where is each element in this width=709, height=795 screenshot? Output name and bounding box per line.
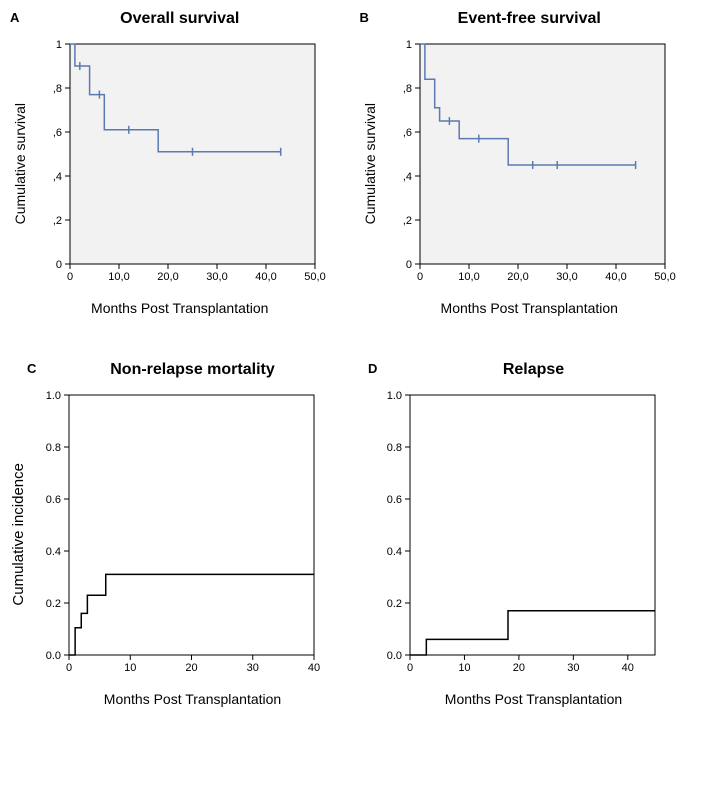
- panel-b-ylabel: Cumulative survival: [360, 103, 378, 224]
- panel-b-label: B: [360, 10, 369, 25]
- svg-text:0: 0: [405, 259, 411, 271]
- bottom-row: Cumulative incidence C Non-relapse morta…: [10, 361, 699, 707]
- svg-text:0.4: 0.4: [46, 546, 61, 558]
- svg-text:0.6: 0.6: [387, 494, 402, 506]
- panel-c-title: Non-relapse mortality: [27, 361, 358, 379]
- svg-text:0.0: 0.0: [46, 650, 61, 662]
- svg-text:30: 30: [567, 662, 579, 674]
- panel-a-title: Overall survival: [10, 10, 350, 28]
- svg-text:1: 1: [56, 39, 62, 51]
- panel-a-chart: 0 10,0 20,0 30,0 40,0 50,0 0 ,2 ,4 ,6 ,8 1: [28, 34, 328, 294]
- svg-text:,2: ,2: [402, 215, 411, 227]
- svg-text:,2: ,2: [53, 215, 62, 227]
- svg-text:20,0: 20,0: [157, 271, 178, 283]
- panel-d-xlabel: Months Post Transplantation: [368, 691, 699, 707]
- svg-text:10,0: 10,0: [458, 271, 479, 283]
- svg-text:40,0: 40,0: [255, 271, 276, 283]
- svg-text:30,0: 30,0: [206, 271, 227, 283]
- svg-text:0.2: 0.2: [387, 598, 402, 610]
- panel-a-ylabel: Cumulative survival: [10, 103, 28, 224]
- svg-text:0.8: 0.8: [46, 442, 61, 454]
- panel-d: D Relapse 0 10 20 30 40 0.0 0.2 0.4 0.6 0.8 1.0 Mo…: [368, 361, 699, 707]
- panel-a-xlabel: Months Post Transplantation: [10, 300, 350, 316]
- svg-text:,4: ,4: [53, 171, 62, 183]
- svg-text:0.2: 0.2: [46, 598, 61, 610]
- svg-text:0: 0: [66, 662, 72, 674]
- panel-d-chart: 0 10 20 30 40 0.0 0.2 0.4 0.6 0.8 1.0: [368, 385, 668, 685]
- shared-ylabel: Cumulative incidence: [10, 463, 27, 606]
- panel-c: C Non-relapse mortality 0102030400.00.20…: [27, 361, 358, 707]
- svg-text:20,0: 20,0: [507, 271, 528, 283]
- svg-text:,8: ,8: [53, 83, 62, 95]
- svg-text:10,0: 10,0: [108, 271, 129, 283]
- svg-text:,6: ,6: [53, 127, 62, 139]
- svg-text:,4: ,4: [402, 171, 411, 183]
- svg-text:0: 0: [67, 271, 73, 283]
- panel-b-title: Event-free survival: [360, 10, 700, 28]
- panel-a-label: A: [10, 10, 19, 25]
- svg-text:40,0: 40,0: [605, 271, 626, 283]
- svg-text:10: 10: [124, 662, 136, 674]
- svg-text:40: 40: [308, 662, 320, 674]
- panel-c-label: C: [27, 361, 36, 376]
- svg-text:0.6: 0.6: [46, 494, 61, 506]
- svg-text:1.0: 1.0: [46, 390, 61, 402]
- svg-text:0.4: 0.4: [387, 546, 402, 558]
- panel-a: A Overall survival Cumulative survival 0…: [10, 10, 350, 316]
- svg-text:30: 30: [247, 662, 259, 674]
- svg-text:50,0: 50,0: [304, 271, 325, 283]
- panel-c-chart: 0 10 20 30 40 0.0 0.2 0.4 0.6 0.8 1.0: [27, 385, 327, 685]
- panel-d-label: D: [368, 361, 377, 376]
- svg-text:,8: ,8: [402, 83, 411, 95]
- svg-text:30,0: 30,0: [556, 271, 577, 283]
- panel-b: B Event-free survival Cumulative surviva…: [360, 10, 700, 316]
- svg-text:1.0: 1.0: [387, 390, 402, 402]
- svg-text:,6: ,6: [402, 127, 411, 139]
- svg-text:1: 1: [405, 39, 411, 51]
- panel-b-chart: 0 10,0 20,0 30,0 40,0 50,0 0 ,2 ,4 ,6 ,8 1: [378, 34, 678, 294]
- svg-text:20: 20: [513, 662, 525, 674]
- svg-text:50,0: 50,0: [654, 271, 675, 283]
- svg-text:20: 20: [185, 662, 197, 674]
- svg-text:0.0: 0.0: [387, 650, 402, 662]
- panel-d-title: Relapse: [368, 361, 699, 379]
- svg-text:0: 0: [407, 662, 413, 674]
- svg-text:0.8: 0.8: [387, 442, 402, 454]
- svg-text:10: 10: [458, 662, 470, 674]
- panel-b-xlabel: Months Post Transplantation: [360, 300, 700, 316]
- svg-text:40: 40: [622, 662, 634, 674]
- figure-grid: A Overall survival Cumulative survival 0…: [10, 10, 699, 336]
- panel-c-xlabel: Months Post Transplantation: [27, 691, 358, 707]
- svg-text:0: 0: [56, 259, 62, 271]
- svg-text:0: 0: [416, 271, 422, 283]
